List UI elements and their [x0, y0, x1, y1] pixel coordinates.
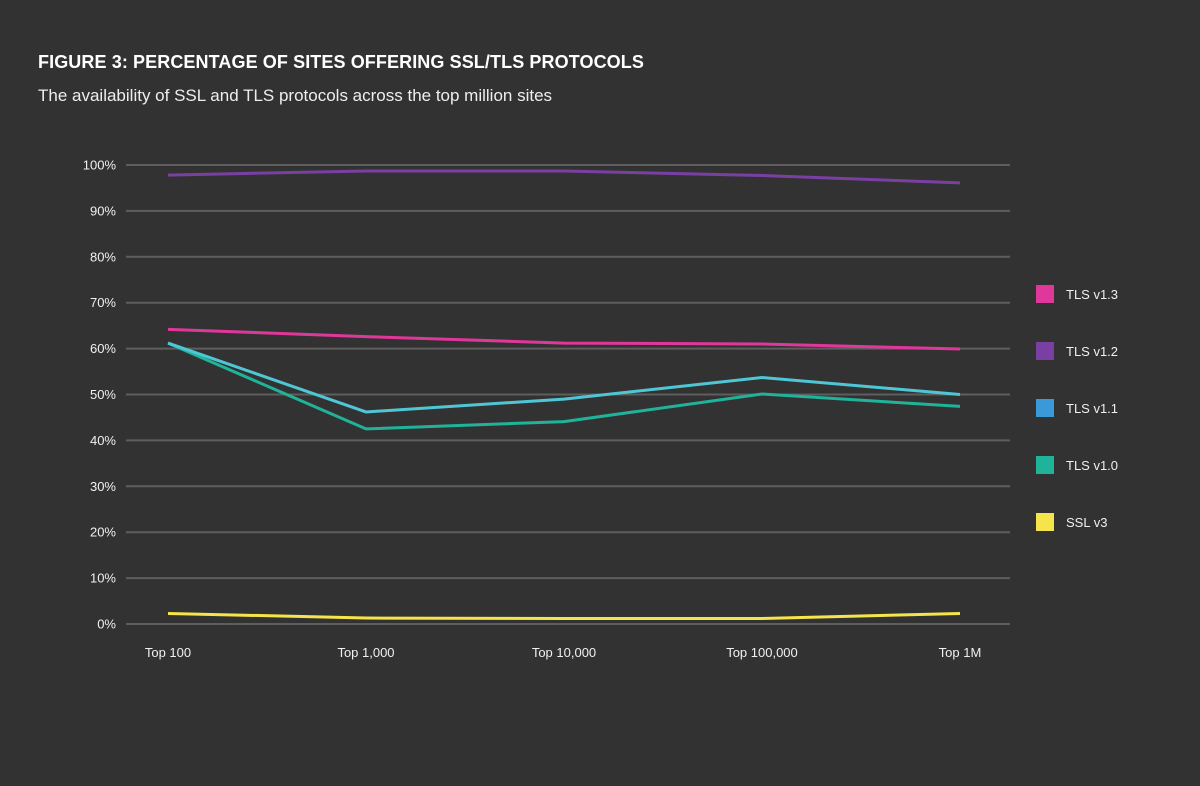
legend-item: TLS v1.1 — [1036, 399, 1118, 417]
y-tick-label: 0% — [97, 617, 116, 632]
legend: TLS v1.3 TLS v1.2 TLS v1.1 TLS v1.0 SSL v3 — [1036, 285, 1118, 570]
legend-swatch — [1036, 456, 1054, 474]
y-tick-label: 90% — [90, 203, 116, 218]
chart-subtitle: The availability of SSL and TLS protocol… — [38, 86, 553, 105]
legend-label: TLS v1.2 — [1066, 343, 1119, 359]
x-tick-label: Top 100 — [145, 645, 191, 660]
legend-label: SSL v3 — [1066, 514, 1108, 530]
legend-item: TLS v1.2 — [1036, 342, 1118, 360]
y-tick-label: 80% — [90, 249, 116, 264]
legend-item: TLS v1.0 — [1036, 456, 1118, 474]
y-tick-label: 60% — [90, 341, 116, 356]
series-line-tls-v1-1 — [167, 341, 961, 414]
x-tick-label: Top 10,000 — [532, 645, 596, 660]
y-tick-label: 10% — [90, 571, 116, 586]
legend-label: TLS v1.1 — [1066, 400, 1119, 416]
x-tick-label: Top 100,000 — [726, 645, 798, 660]
y-tick-label: 30% — [90, 479, 116, 494]
legend-label: TLS v1.0 — [1066, 457, 1119, 473]
y-tick-label: 40% — [90, 433, 116, 448]
legend-item: TLS v1.3 — [1036, 285, 1118, 303]
y-tick-label: 70% — [90, 295, 116, 310]
series-lines — [167, 169, 961, 620]
y-tick-label: 50% — [90, 387, 116, 402]
gridlines — [126, 164, 1010, 625]
legend-label: TLS v1.3 — [1066, 286, 1119, 302]
y-tick-label: 20% — [90, 525, 116, 540]
legend-swatch — [1036, 399, 1054, 417]
x-axis-ticks: Top 100 Top 1,000 Top 10,000 Top 100,000 Top… — [145, 645, 981, 660]
series-line-tls-v1-3 — [167, 327, 961, 351]
y-tick-label: 100% — [83, 158, 117, 173]
legend-swatch — [1036, 285, 1054, 303]
x-tick-label: Top 1,000 — [337, 645, 394, 660]
legend-item: SSL v3 — [1036, 513, 1118, 531]
series-line-tls-v1-2 — [167, 169, 961, 185]
legend-swatch — [1036, 342, 1054, 360]
y-axis-ticks: 0% 10% 20% 30% 40% 50% 60% 70% 80% 90% 100% — [83, 158, 117, 632]
series-line-ssl-v3 — [167, 611, 961, 620]
series-line-tls-v1-0 — [167, 341, 961, 431]
legend-swatch — [1036, 513, 1054, 531]
chart-title: FIGURE 3: PERCENTAGE OF SITES OFFERING S… — [38, 52, 644, 72]
x-tick-label: Top 1M — [939, 645, 982, 660]
